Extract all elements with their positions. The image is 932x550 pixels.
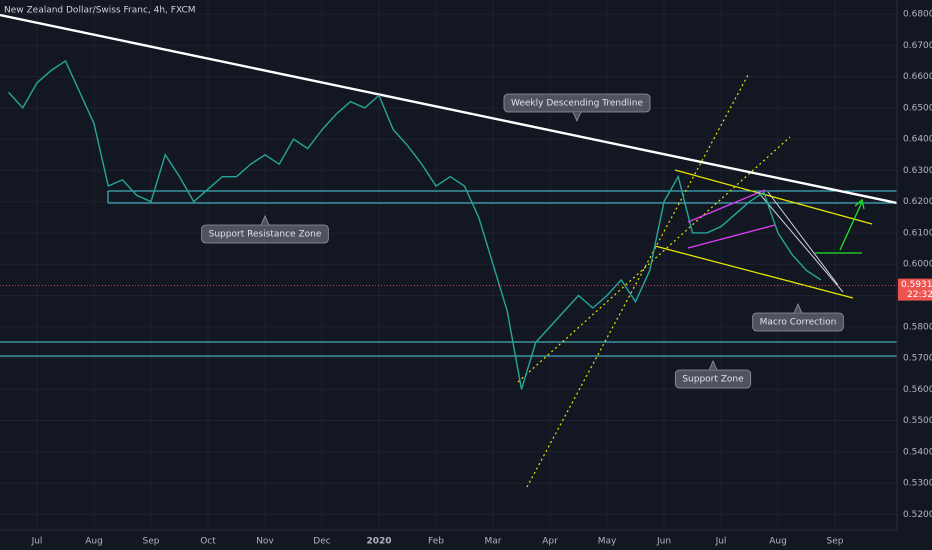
- price-line: [7, 59, 822, 390]
- callout-text: Support Resistance Zone: [209, 230, 322, 240]
- callout-text: Weekly Descending Trendline: [511, 99, 644, 109]
- x-tick-label: 2020: [366, 537, 391, 547]
- drawings: [0, 13, 898, 488]
- callout-pointer: [260, 215, 270, 226]
- x-tick-label: Mar: [485, 537, 502, 547]
- wedge-line: [767, 191, 839, 286]
- flag-line: [687, 189, 766, 223]
- series-layer: [7, 59, 822, 390]
- x-tick-label: Feb: [428, 537, 444, 547]
- callout-pointer: [708, 360, 718, 371]
- y-tick-label: 0.68000: [903, 10, 932, 20]
- callout-pointer: [793, 303, 803, 314]
- x-tick-label: Oct: [200, 537, 216, 547]
- chart-title: New Zealand Dollar/Swiss Franc, 4h, FXCM: [4, 6, 196, 16]
- callout-pointer: [572, 111, 582, 122]
- target-arrow-head: [854, 198, 865, 210]
- x-tick-label: May: [598, 537, 617, 547]
- x-tick-label: Nov: [256, 537, 274, 547]
- flag-line: [687, 224, 776, 249]
- x-tick-label: Sep: [143, 537, 160, 547]
- x-tick-label: Aug: [769, 537, 787, 547]
- x-tick-label: Jul: [31, 537, 43, 547]
- current-price-label: 0.59316: [901, 280, 932, 290]
- wedge-line: [757, 191, 844, 293]
- channel-line: [654, 245, 854, 299]
- descending-trendline: [0, 13, 898, 205]
- x-tick-label: Aug: [85, 537, 103, 547]
- countdown-label: 22:32: [907, 290, 932, 300]
- annotations: Weekly Descending Trendline Support Resis…: [201, 93, 844, 389]
- target-arrow: [839, 201, 863, 251]
- x-tick-label: Sep: [827, 537, 844, 547]
- x-tick-label: Jun: [656, 537, 671, 547]
- channel-line: [674, 169, 873, 225]
- callout-text: Support Zone: [682, 375, 744, 385]
- x-tick-label: Jul: [715, 537, 727, 547]
- current-price-box: [898, 278, 932, 301]
- callout-text: Macro Correction: [760, 318, 837, 328]
- channel-dotted: [517, 136, 791, 383]
- x-tick-label: Dec: [313, 537, 330, 547]
- x-tick-label: Apr: [542, 537, 558, 547]
